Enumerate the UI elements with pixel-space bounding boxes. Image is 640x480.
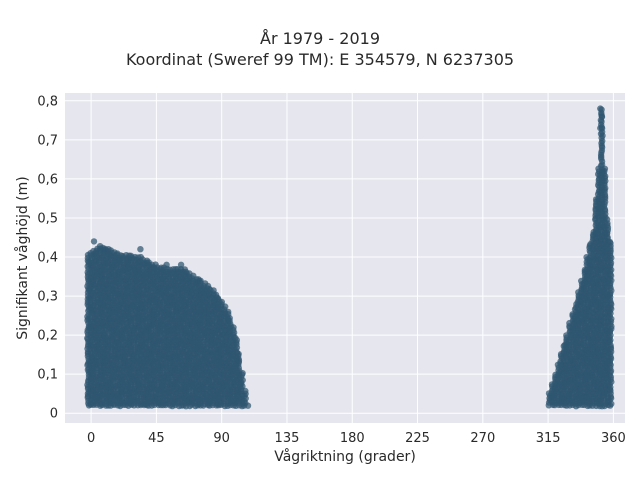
y-axis-label: Signifikant våghöjd (m) [14,176,31,339]
x-tick-label: 90 [213,431,230,446]
x-tick-label: 315 [536,431,561,446]
chart-title: År 1979 - 2019 [260,29,380,48]
scatter-point [597,105,604,112]
scatter-point [242,387,249,395]
scatter-point [90,238,98,245]
x-tick-label: 0 [87,431,95,446]
y-tick-label: 0,8 [37,94,58,109]
scatter-point [177,261,185,268]
scatter-point [230,324,237,331]
scatter-point [105,246,112,253]
scatter-point [597,124,604,132]
scatter-point [226,314,233,322]
x-tick-labels: 0 45 90 135 180 225 270 315 360 [87,431,626,446]
x-tick-label: 270 [470,431,495,446]
x-axis-label: Vågriktning (grader) [274,448,416,465]
x-tick-label: 360 [601,431,626,446]
y-tick-label: 0,4 [37,251,58,266]
scatter-point [137,246,144,253]
scatter-point [603,216,611,223]
y-tick-label: 0,6 [37,172,58,187]
y-tick-label: 0,3 [37,290,58,305]
scatter-point [239,370,246,377]
scatter-point [232,334,239,342]
x-tick-label: 45 [148,431,165,446]
scatter-point [598,113,605,120]
y-tick-label: 0,2 [37,329,58,344]
scatter-point [244,402,252,409]
scatter-point [163,261,170,268]
y-tick-label: 0 [50,407,58,422]
y-tick-label: 0,1 [37,368,58,383]
scatter-point [606,238,613,246]
scatter-point [225,308,232,316]
x-tick-label: 180 [340,431,365,446]
y-tick-labels: 0 0,1 0,2 0,3 0,4 0,5 0,6 0,7 0,8 [37,94,58,421]
scatter-point [601,165,609,172]
y-tick-label: 0,5 [37,211,58,226]
y-tick-label: 0,7 [37,133,58,148]
scatter-points [84,105,615,410]
scatter-point [235,350,242,358]
x-tick-label: 225 [405,431,430,446]
x-tick-label: 135 [275,431,300,446]
chart-subtitle: Koordinat (Sweref 99 TM): E 354579, N 62… [125,50,515,69]
